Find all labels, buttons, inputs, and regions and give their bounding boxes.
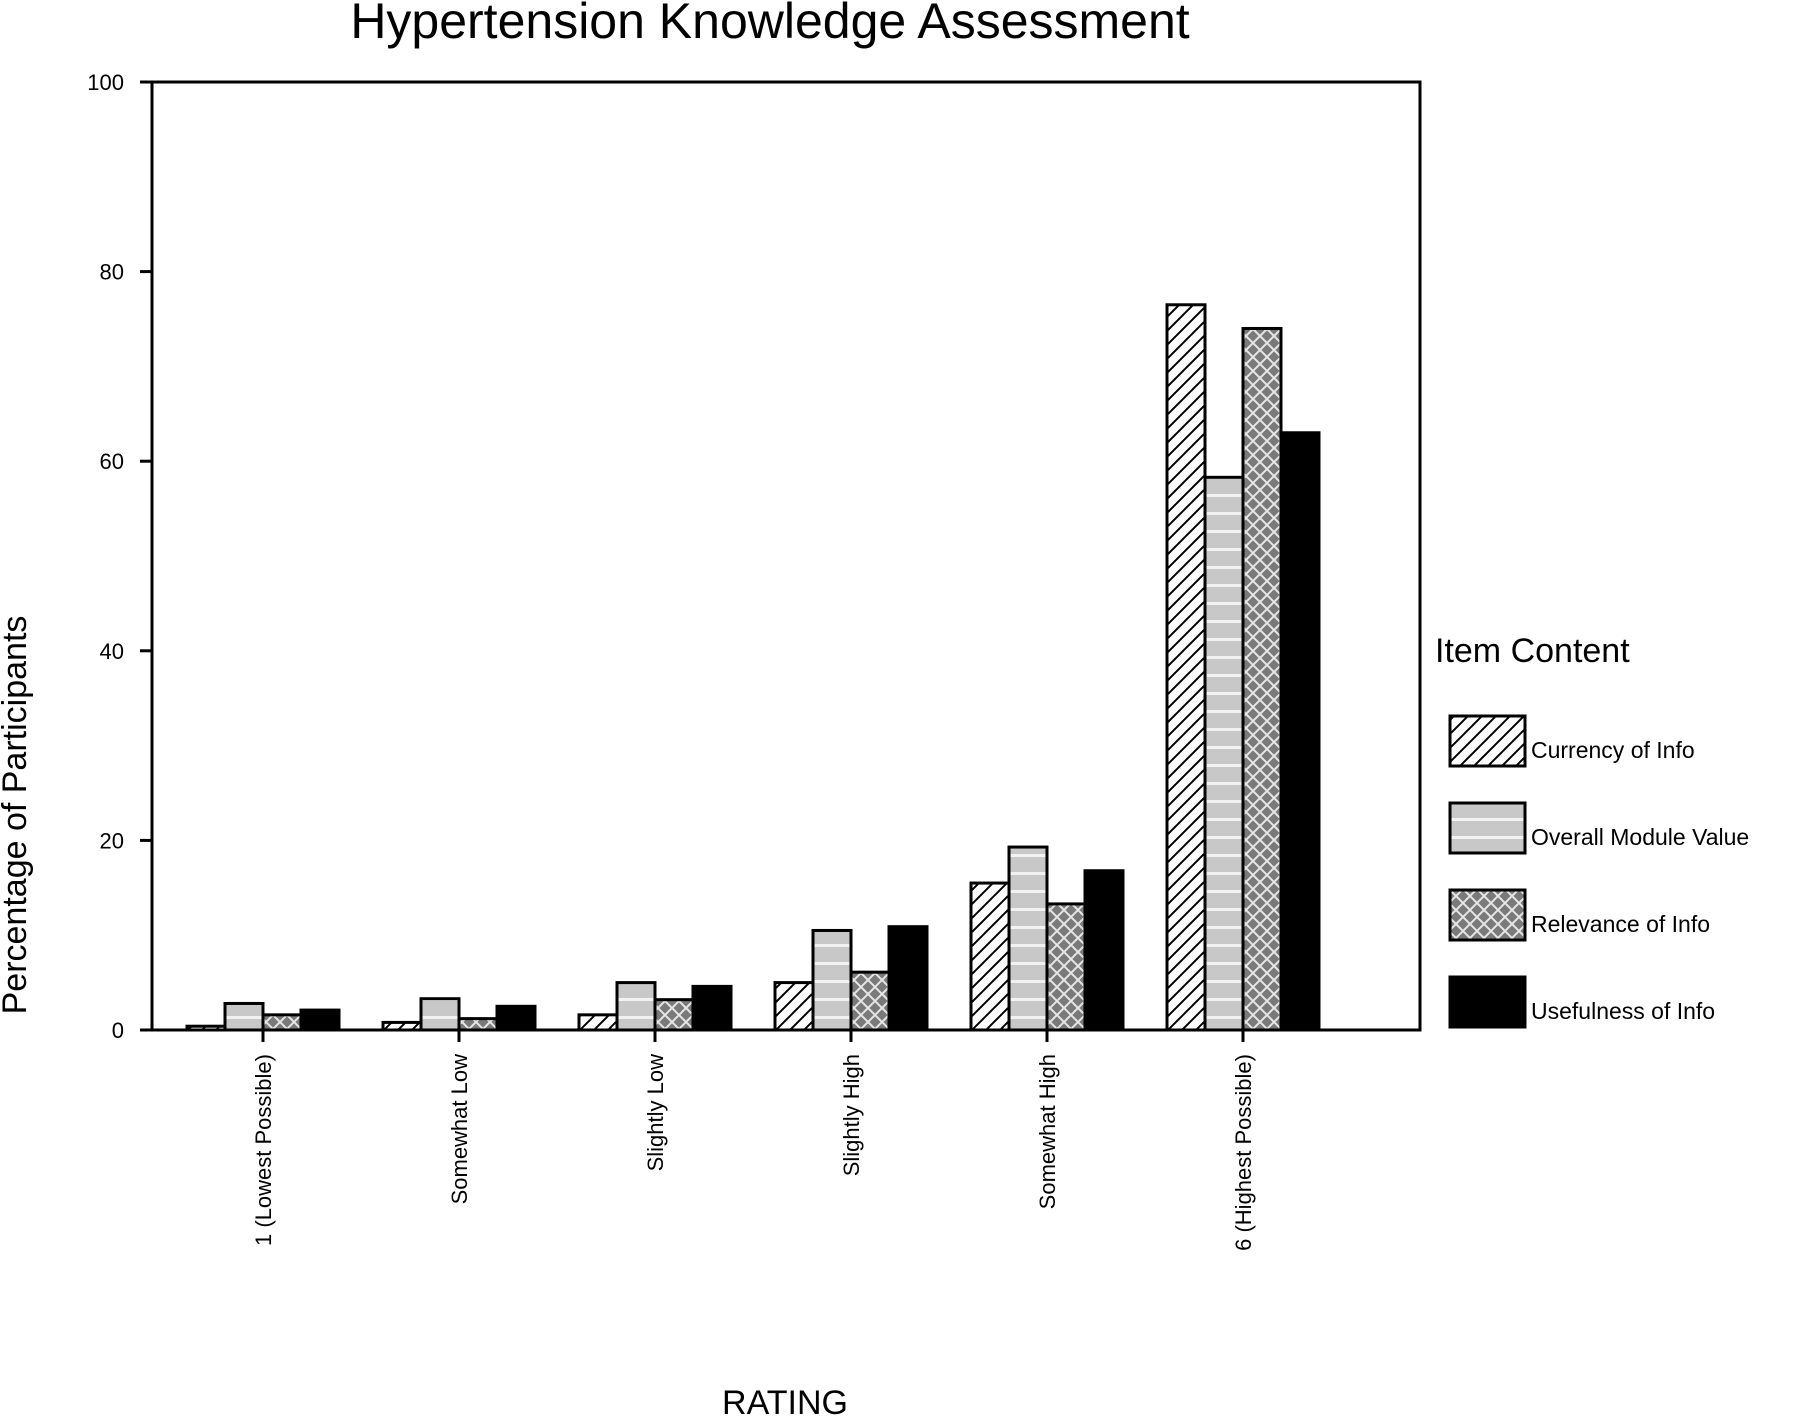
- bar-usefulness-of-info-4: [887, 925, 929, 1032]
- bar-relevance-of-info-4: [849, 970, 891, 1032]
- y-tick-label: 0: [112, 1018, 124, 1043]
- bar-usefulness-of-info-1: [299, 1008, 341, 1032]
- bar-overall-module-value-1: [223, 1001, 265, 1032]
- bar-overall-module-value-6: [1203, 475, 1245, 1032]
- y-tick-label: 80: [100, 260, 124, 285]
- bar-currency-of-info-4: [773, 981, 815, 1032]
- bar-relevance-of-info-3: [653, 998, 695, 1032]
- legend-swatch-relevance-of-info: [1448, 888, 1527, 942]
- legend-label-relevance-of-info: Relevance of Info: [1531, 911, 1710, 937]
- legend-title: Item Content: [1435, 632, 1630, 670]
- bar-relevance-of-info-1: [261, 1013, 303, 1032]
- bar-usefulness-of-info-6: [1279, 431, 1321, 1032]
- chart-title: Hypertension Knowledge Assessment: [350, 0, 1189, 49]
- bar-overall-module-value-4: [811, 928, 853, 1032]
- bar-relevance-of-info-5: [1045, 902, 1087, 1032]
- y-tick-label: 100: [87, 70, 124, 95]
- legend-label-currency-of-info: Currency of Info: [1531, 737, 1695, 763]
- y-tick-label: 40: [100, 639, 124, 664]
- x-tick-label: Slightly Low: [643, 1054, 668, 1172]
- bar-usefulness-of-info-3: [691, 984, 733, 1032]
- y-axis-ticks: 0 20 40 60 80 100: [87, 70, 152, 1043]
- bar-currency-of-info-2: [381, 1020, 423, 1032]
- y-tick-label: 20: [100, 828, 124, 853]
- x-tick-label: Somewhat High: [1035, 1054, 1060, 1209]
- legend-label-usefulness-of-info: Usefulness of Info: [1531, 998, 1715, 1024]
- bar-currency-of-info-6: [1165, 303, 1207, 1032]
- x-axis-label: RATING: [722, 1384, 848, 1416]
- bar-usefulness-of-info-2: [495, 1004, 537, 1032]
- legend-label-overall-module-value: Overall Module Value: [1531, 824, 1749, 850]
- bar-relevance-of-info-6: [1241, 326, 1283, 1032]
- legend: Item Content Currency of Info Overall Mod…: [1435, 632, 1749, 1029]
- bar-overall-module-value-3: [615, 981, 657, 1032]
- x-tick-label: 1 (Lowest Possible): [251, 1054, 276, 1246]
- bar-currency-of-info-5: [969, 881, 1011, 1032]
- bar-overall-module-value-5: [1007, 845, 1049, 1032]
- y-tick-label: 60: [100, 449, 124, 474]
- x-tick-label: Slightly High: [839, 1054, 864, 1176]
- bar-relevance-of-info-2: [457, 1017, 499, 1032]
- legend-swatch-overall-module-value: [1448, 801, 1527, 855]
- x-tick-label: 6 (Highest Possible): [1231, 1054, 1256, 1251]
- x-axis-ticks: 1 (Lowest Possible) Somewhat Low Slightly …: [251, 1030, 1256, 1251]
- bar-overall-module-value-2: [419, 997, 461, 1032]
- bar-currency-of-info-3: [577, 1013, 619, 1032]
- bar-usefulness-of-info-5: [1083, 869, 1125, 1032]
- bars: [185, 303, 1321, 1032]
- legend-swatch-currency-of-info: [1448, 714, 1527, 768]
- legend-swatch-usefulness-of-info: [1448, 975, 1527, 1029]
- bar-currency-of-info-1: [185, 1024, 227, 1032]
- x-tick-label: Somewhat Low: [447, 1054, 472, 1205]
- y-axis-label: Percentage of Participants: [0, 616, 34, 1015]
